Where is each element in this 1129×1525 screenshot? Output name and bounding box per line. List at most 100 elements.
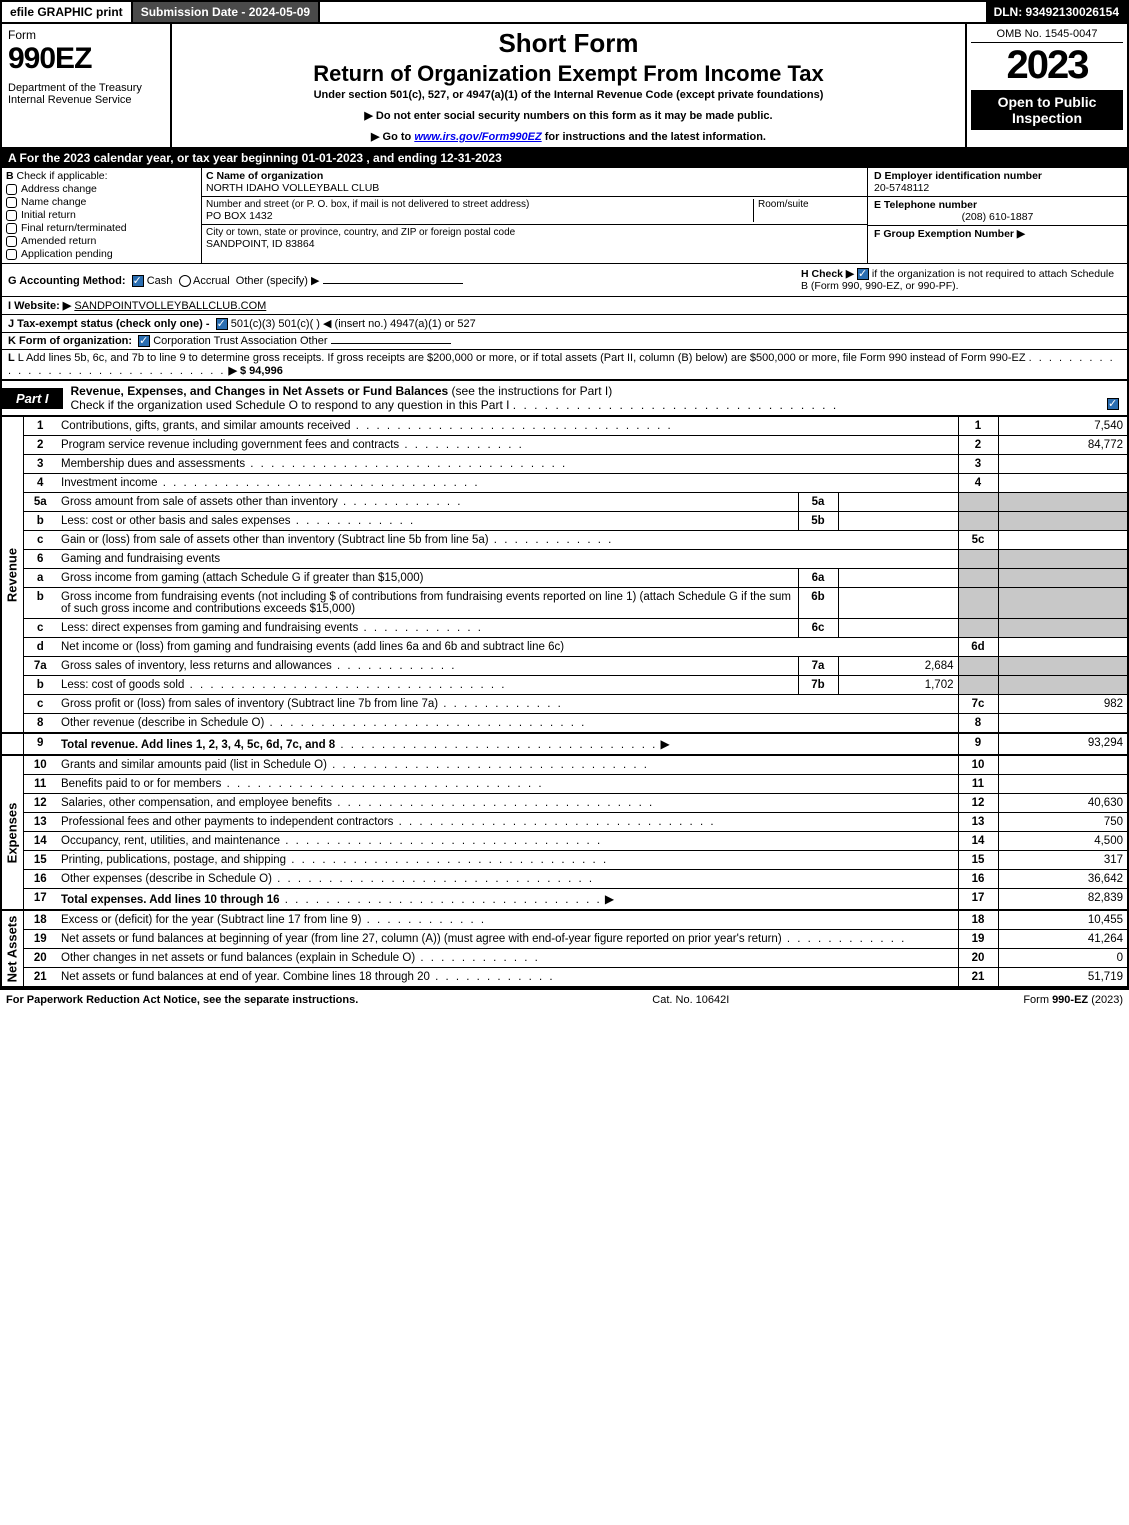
line-19-rn: 19 bbox=[958, 930, 998, 949]
line-3-num: 3 bbox=[23, 455, 57, 474]
group-exemption-label: F Group Exemption Number ▶ bbox=[874, 228, 1025, 240]
line-17-val: 82,839 bbox=[998, 889, 1128, 911]
open-to-public: Open to Public Inspection bbox=[971, 90, 1123, 130]
line-13-rn: 13 bbox=[958, 813, 998, 832]
page-footer: For Paperwork Reduction Act Notice, see … bbox=[0, 988, 1129, 1010]
line-13-val: 750 bbox=[998, 813, 1128, 832]
line-2-num: 2 bbox=[23, 436, 57, 455]
lines-table: Revenue 1 Contributions, gifts, grants, … bbox=[0, 417, 1129, 988]
line-6c-num: c bbox=[23, 619, 57, 638]
room-suite-label: Room/suite bbox=[753, 199, 863, 222]
chk-corporation[interactable] bbox=[138, 335, 150, 347]
chk-address-change[interactable] bbox=[6, 184, 17, 195]
line-2-val: 84,772 bbox=[998, 436, 1128, 455]
line-5c-val bbox=[998, 531, 1128, 550]
line-16-rn: 16 bbox=[958, 870, 998, 889]
chk-application-pending[interactable] bbox=[6, 249, 17, 260]
part-1-tab: Part I bbox=[2, 388, 63, 409]
submission-date: Submission Date - 2024-05-09 bbox=[133, 2, 320, 22]
line-6d-rn: 6d bbox=[958, 638, 998, 657]
accounting-method-label: G Accounting Method: bbox=[8, 275, 126, 287]
vside-expenses: Expenses bbox=[5, 803, 20, 864]
chk-schedule-o[interactable] bbox=[1107, 398, 1119, 410]
line-5b-desc: Less: cost or other basis and sales expe… bbox=[61, 515, 291, 527]
line-5a-sv bbox=[838, 493, 958, 512]
chk-501c3[interactable] bbox=[216, 318, 228, 330]
line-20-rn: 20 bbox=[958, 949, 998, 968]
line-14-rn: 14 bbox=[958, 832, 998, 851]
line-3-val bbox=[998, 455, 1128, 474]
lbl-other-method: Other (specify) ▶ bbox=[236, 275, 320, 287]
line-13-desc: Professional fees and other payments to … bbox=[61, 816, 393, 828]
line-6c-sn: 6c bbox=[798, 619, 838, 638]
line-4-val bbox=[998, 474, 1128, 493]
line-6-desc: Gaming and fundraising events bbox=[57, 550, 958, 569]
line-6b-sv bbox=[838, 588, 958, 619]
chk-schedule-b[interactable] bbox=[857, 268, 869, 280]
lbl-accrual: Accrual bbox=[193, 275, 230, 287]
line-21-desc: Net assets or fund balances at end of ye… bbox=[61, 971, 430, 983]
line-8-rn: 8 bbox=[958, 714, 998, 734]
section-b-title: Check if applicable: bbox=[17, 170, 108, 182]
line-4-desc: Investment income bbox=[61, 477, 158, 489]
line-1-num: 1 bbox=[23, 417, 57, 436]
section-def: D Employer identification number 20-5748… bbox=[867, 168, 1127, 263]
org-name-label: C Name of organization bbox=[206, 170, 323, 182]
line-6b-num: b bbox=[23, 588, 57, 619]
irs-link[interactable]: www.irs.gov/Form990EZ bbox=[414, 131, 541, 143]
form-number: 990EZ bbox=[8, 42, 164, 76]
line-5c-rn: 5c bbox=[958, 531, 998, 550]
org-address: PO BOX 1432 bbox=[206, 210, 753, 222]
chk-final-return[interactable] bbox=[6, 223, 17, 234]
chk-cash[interactable] bbox=[132, 275, 144, 287]
dept-label: Department of the Treasury Internal Reve… bbox=[8, 82, 164, 106]
line-5a-desc: Gross amount from sale of assets other t… bbox=[61, 496, 338, 508]
tax-year: 2023 bbox=[971, 43, 1123, 88]
line-7b-sv: 1,702 bbox=[838, 676, 958, 695]
part-1-note: (see the instructions for Part I) bbox=[452, 384, 613, 398]
line-17-num: 17 bbox=[23, 889, 57, 911]
line-6c-sv bbox=[838, 619, 958, 638]
instr-2-pre: ▶ Go to bbox=[371, 131, 414, 143]
line-1-desc: Contributions, gifts, grants, and simila… bbox=[61, 420, 351, 432]
chk-name-change[interactable] bbox=[6, 197, 17, 208]
lbl-address-change: Address change bbox=[21, 183, 97, 195]
short-form-title: Short Form bbox=[176, 28, 961, 59]
line-14-num: 14 bbox=[23, 832, 57, 851]
form-org-label: K Form of organization: bbox=[8, 335, 132, 347]
chk-accrual[interactable] bbox=[179, 275, 191, 287]
line-6a-desc: Gross income from gaming (attach Schedul… bbox=[61, 572, 423, 584]
website-label: I Website: ▶ bbox=[8, 300, 71, 312]
form-org-options: Corporation Trust Association Other bbox=[153, 335, 327, 347]
line-7c-rn: 7c bbox=[958, 695, 998, 714]
line-6-num: 6 bbox=[23, 550, 57, 569]
instr-2: ▶ Go to www.irs.gov/Form990EZ for instru… bbox=[176, 130, 961, 143]
phone-value: (208) 610-1887 bbox=[874, 211, 1121, 223]
line-9-rn: 9 bbox=[958, 733, 998, 755]
line-16-val: 36,642 bbox=[998, 870, 1128, 889]
form-word: Form bbox=[8, 28, 164, 42]
line-6b-desc: Gross income from fundraising events (no… bbox=[61, 591, 791, 615]
line-6d-val bbox=[998, 638, 1128, 657]
line-20-val: 0 bbox=[998, 949, 1128, 968]
phone-label: E Telephone number bbox=[874, 199, 977, 211]
city-label: City or town, state or province, country… bbox=[206, 227, 863, 238]
efile-label: efile GRAPHIC print bbox=[2, 2, 133, 22]
tax-exempt-options: 501(c)(3) 501(c)( ) ◀ (insert no.) 4947(… bbox=[231, 318, 476, 330]
chk-amended-return[interactable] bbox=[6, 236, 17, 247]
line-16-desc: Other expenses (describe in Schedule O) bbox=[61, 873, 272, 885]
line-18-desc: Excess or (deficit) for the year (Subtra… bbox=[61, 914, 361, 926]
website-value: SANDPOINTVOLLEYBALLCLUB.COM bbox=[74, 300, 266, 312]
line-6d-num: d bbox=[23, 638, 57, 657]
line-7a-desc: Gross sales of inventory, less returns a… bbox=[61, 660, 332, 672]
line-1-val: 7,540 bbox=[998, 417, 1128, 436]
line-12-num: 12 bbox=[23, 794, 57, 813]
line-18-val: 10,455 bbox=[998, 910, 1128, 930]
chk-initial-return[interactable] bbox=[6, 210, 17, 221]
line-3-desc: Membership dues and assessments bbox=[61, 458, 245, 470]
main-title: Return of Organization Exempt From Incom… bbox=[176, 61, 961, 87]
lbl-final-return: Final return/terminated bbox=[21, 222, 127, 234]
line-5c-num: c bbox=[23, 531, 57, 550]
line-19-desc: Net assets or fund balances at beginning… bbox=[61, 933, 782, 945]
tax-exempt-label: J Tax-exempt status (check only one) - bbox=[8, 318, 210, 330]
